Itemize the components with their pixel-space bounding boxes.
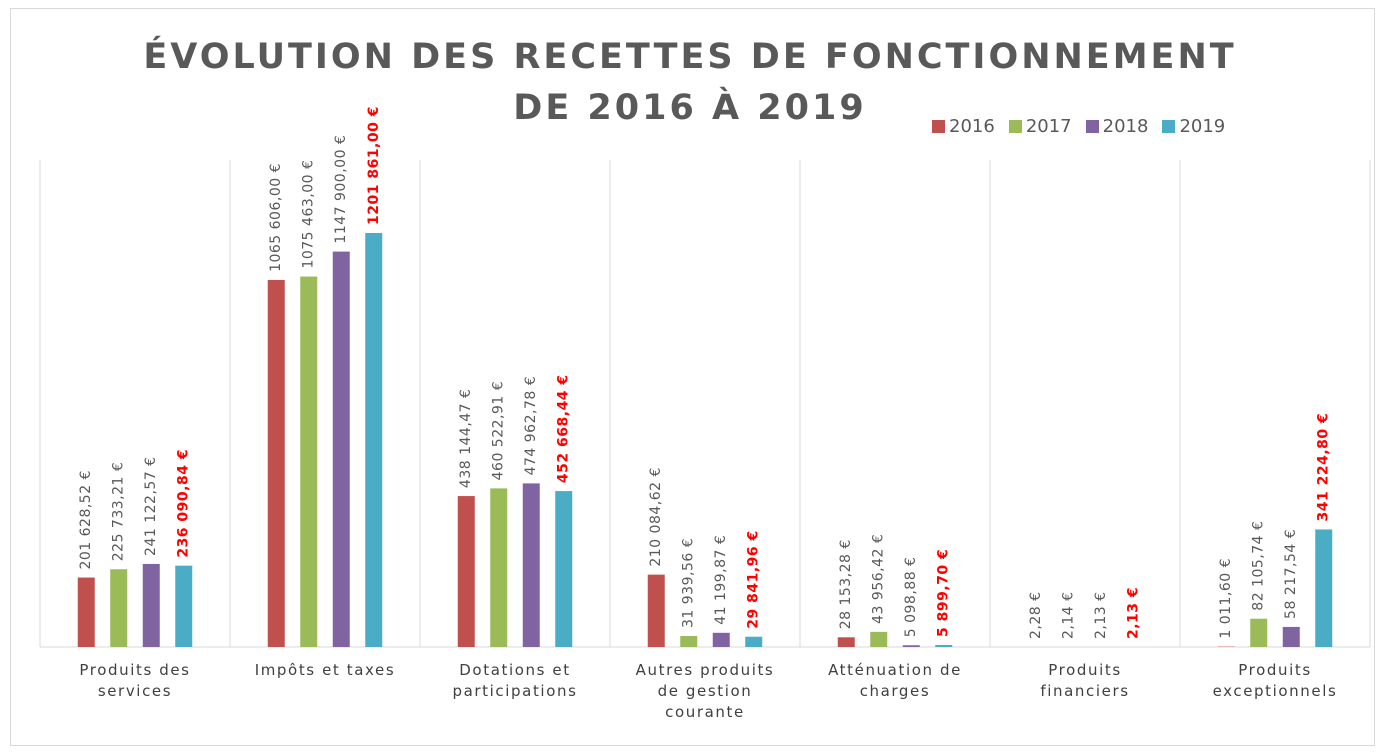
legend-swatch: [1162, 120, 1176, 133]
value-label: 43 956,42 €: [871, 534, 887, 624]
value-label: 1147 900,00 €: [333, 135, 349, 244]
value-label: 460 522,91 €: [491, 381, 507, 481]
value-label: 2,14 €: [1061, 591, 1077, 639]
legend-label: 2018: [1102, 116, 1149, 137]
legend-label: 2019: [1179, 116, 1226, 137]
x-tick-label: Impôts et taxes: [254, 661, 396, 679]
bar: [77, 577, 95, 647]
value-label: 236 090,84 €: [176, 449, 192, 558]
bar: [490, 488, 508, 647]
legend-swatch: [932, 120, 945, 133]
value-label: 2,13 €: [1093, 591, 1109, 639]
value-label: 2,13 €: [1126, 587, 1142, 639]
bar: [935, 644, 953, 647]
legend-label: 2016: [949, 116, 995, 137]
x-tick-label: Dotations et participations: [452, 661, 578, 700]
bar: [837, 637, 855, 647]
bar: [175, 565, 193, 647]
value-label: 225 733,21 €: [111, 462, 127, 562]
value-label: 41 199,87 €: [713, 535, 729, 625]
value-label: 241 122,57 €: [143, 456, 159, 556]
x-tick-label: Autres produits de gestion courante: [635, 661, 775, 721]
bar: [555, 491, 573, 647]
value-label: 438 144,47 €: [458, 389, 474, 489]
bar: [522, 483, 540, 647]
bar: [142, 563, 160, 647]
bar: [1315, 529, 1333, 647]
value-label: 29 841,96 €: [746, 530, 762, 629]
x-tick-label: Produits des services: [79, 661, 191, 700]
bar: [1282, 626, 1300, 647]
value-label: 1075 463,00 €: [301, 160, 317, 269]
value-label: 5 899,70 €: [936, 549, 952, 637]
chart-title: ÉVOLUTION DES RECETTES DE FONCTIONNEMENT…: [143, 37, 1237, 128]
value-label: 58 217,54 €: [1283, 529, 1299, 619]
x-tick-label: Produits financiers: [1040, 661, 1130, 700]
value-label: 82 105,74 €: [1251, 521, 1267, 611]
chart-border: [10, 8, 1375, 746]
bar: [332, 251, 350, 648]
x-tick-label: Atténuation de charges: [828, 661, 962, 700]
legend-item: 2017: [1008, 116, 1072, 137]
bar: [300, 276, 318, 647]
value-label: 1 011,60 €: [1218, 558, 1234, 639]
value-label: 28 153,28 €: [838, 539, 854, 629]
bar: [457, 496, 475, 647]
legend-swatch: [1085, 120, 1099, 133]
legend-item: 2016: [932, 116, 995, 137]
legend: 2016 2017 2018 2019: [932, 116, 1225, 137]
bar: [712, 632, 730, 647]
bar: [870, 631, 888, 647]
bar: [680, 635, 698, 647]
value-label: 5 098,88 €: [903, 557, 919, 638]
bar: [110, 569, 128, 647]
value-label: 210 084,62 €: [648, 467, 664, 567]
legend-item: 2019: [1162, 116, 1225, 137]
value-label: 201 628,52 €: [78, 470, 94, 570]
bar: [365, 233, 383, 647]
value-label: 452 668,44 €: [556, 374, 572, 483]
legend-item: 2018: [1085, 116, 1149, 137]
x-tick-label: Produits exceptionnels: [1212, 661, 1338, 700]
bar: [647, 574, 665, 647]
bar: [745, 636, 763, 647]
bar: [1250, 618, 1268, 647]
bar: [267, 279, 285, 647]
value-label: 1065 606,00 €: [268, 163, 284, 272]
value-label: 1201 861,00 €: [366, 106, 382, 225]
value-label: 341 224,80 €: [1316, 413, 1332, 522]
bar: [902, 645, 920, 647]
legend-label: 2017: [1025, 116, 1072, 137]
value-label: 2,28 €: [1028, 591, 1044, 639]
value-label: 31 939,56 €: [681, 538, 697, 628]
value-label: 474 962,78 €: [523, 376, 539, 476]
legend-swatch: [1008, 120, 1022, 133]
